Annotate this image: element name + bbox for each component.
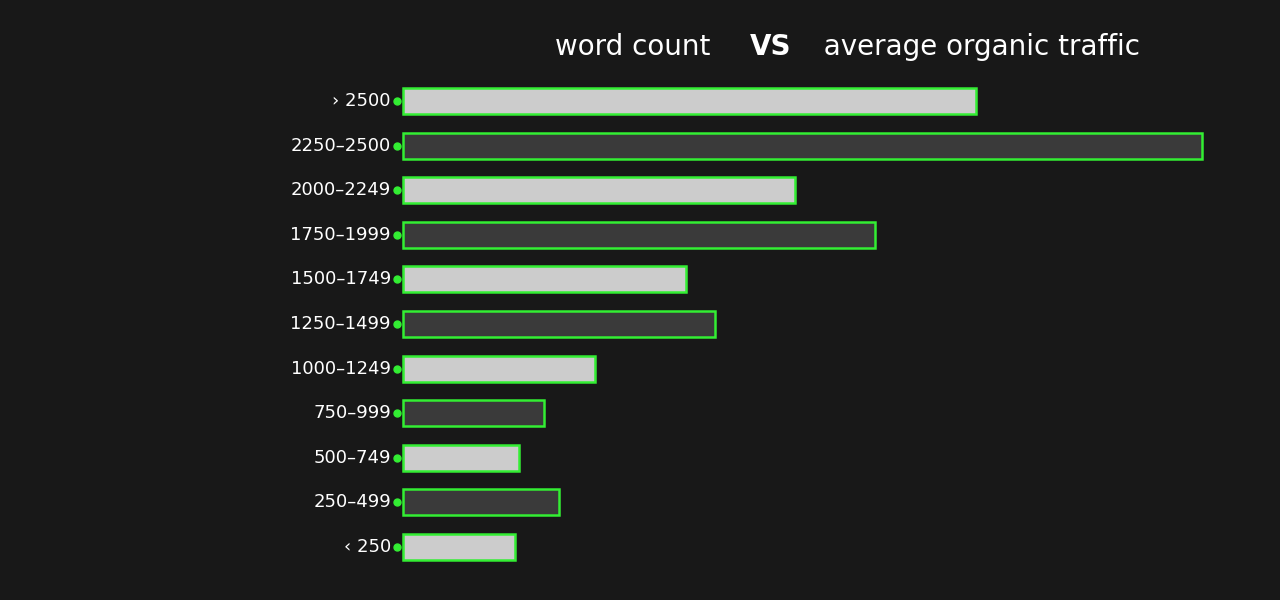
Text: 1500–1749: 1500–1749	[291, 271, 390, 289]
FancyBboxPatch shape	[403, 400, 544, 426]
Text: › 2500: › 2500	[333, 92, 390, 110]
Text: 1000–1249: 1000–1249	[291, 359, 390, 377]
FancyBboxPatch shape	[403, 133, 1202, 158]
FancyBboxPatch shape	[403, 311, 716, 337]
Text: 2250–2500: 2250–2500	[291, 137, 390, 155]
Text: ‹ 250: ‹ 250	[343, 538, 390, 556]
Text: 1250–1499: 1250–1499	[291, 315, 390, 333]
Text: 250–499: 250–499	[314, 493, 390, 511]
Text: average organic traffic: average organic traffic	[806, 34, 1140, 61]
FancyBboxPatch shape	[403, 445, 518, 471]
FancyBboxPatch shape	[403, 490, 558, 515]
Text: 1750–1999: 1750–1999	[291, 226, 390, 244]
FancyBboxPatch shape	[403, 222, 876, 248]
Text: word count: word count	[554, 34, 728, 61]
FancyBboxPatch shape	[403, 534, 516, 560]
FancyBboxPatch shape	[403, 88, 977, 114]
Text: 750–999: 750–999	[314, 404, 390, 422]
FancyBboxPatch shape	[403, 266, 686, 292]
FancyBboxPatch shape	[403, 356, 595, 382]
Text: 500–749: 500–749	[314, 449, 390, 467]
Text: 2000–2249: 2000–2249	[291, 181, 390, 199]
Text: VS: VS	[750, 34, 792, 61]
FancyBboxPatch shape	[403, 177, 795, 203]
